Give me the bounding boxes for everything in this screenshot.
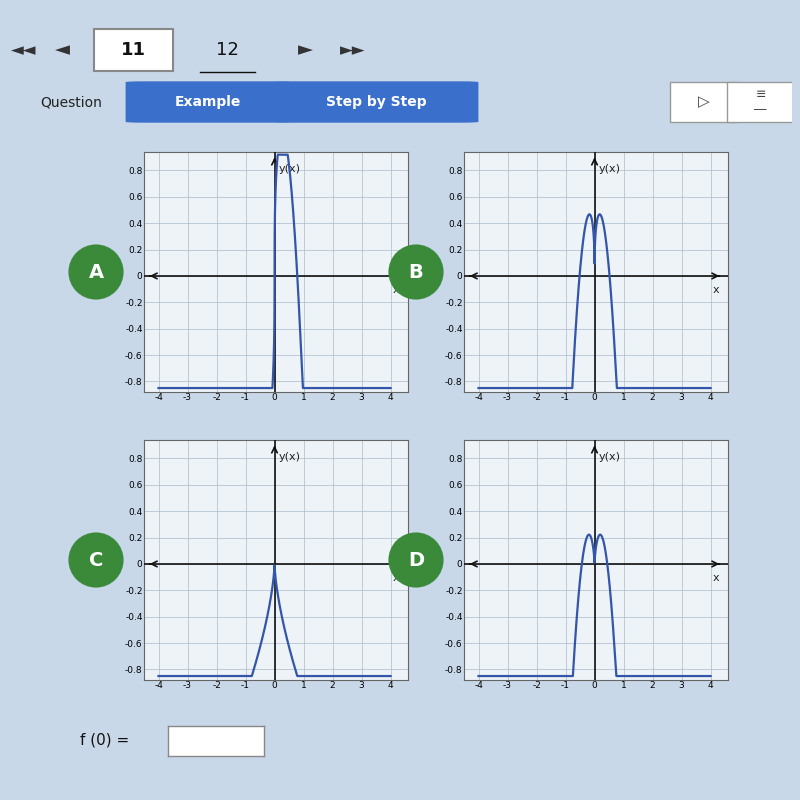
Text: Question: Question [40, 95, 102, 109]
Text: ►►: ►► [340, 41, 366, 59]
Text: ≡
―: ≡ ― [754, 88, 767, 116]
Text: Step by Step: Step by Step [326, 95, 426, 109]
Text: y(x): y(x) [599, 452, 621, 462]
Text: x: x [713, 573, 719, 583]
Text: A: A [89, 262, 103, 282]
Text: y(x): y(x) [599, 164, 621, 174]
Text: B: B [409, 262, 423, 282]
Circle shape [389, 533, 443, 587]
Text: D: D [408, 550, 424, 570]
FancyBboxPatch shape [727, 82, 794, 122]
Circle shape [389, 245, 443, 299]
Text: x: x [713, 285, 719, 295]
Text: 11: 11 [121, 41, 146, 59]
Text: f (0) =: f (0) = [80, 733, 130, 747]
Text: C: C [89, 550, 103, 570]
Text: ◄: ◄ [55, 41, 70, 59]
FancyBboxPatch shape [94, 30, 173, 70]
FancyBboxPatch shape [126, 82, 290, 122]
Circle shape [69, 245, 123, 299]
Text: ▷: ▷ [698, 94, 710, 110]
Text: x: x [393, 573, 399, 583]
Text: ►: ► [298, 41, 314, 59]
Text: y(x): y(x) [279, 164, 301, 174]
Text: y(x): y(x) [279, 452, 301, 462]
Circle shape [69, 533, 123, 587]
Text: ◄◄: ◄◄ [11, 41, 37, 59]
Text: Example: Example [174, 95, 241, 109]
Text: 12: 12 [216, 41, 239, 59]
Text: x: x [393, 285, 399, 295]
FancyBboxPatch shape [274, 82, 478, 122]
FancyBboxPatch shape [670, 82, 737, 122]
